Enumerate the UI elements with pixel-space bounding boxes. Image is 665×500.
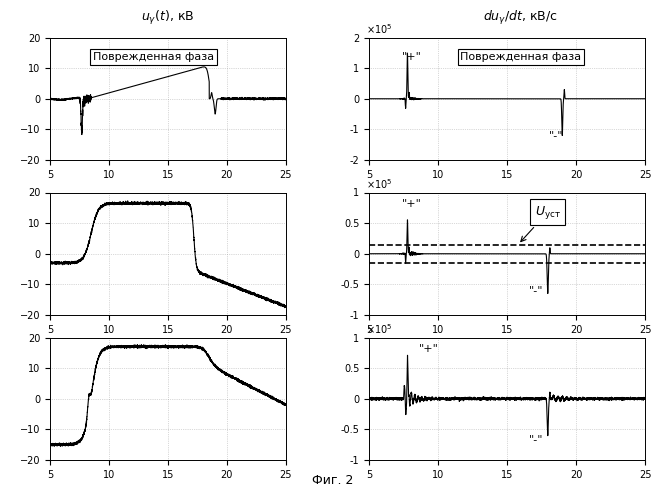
Text: $\times 10^5$: $\times 10^5$	[366, 322, 393, 336]
Text: "+": "+"	[419, 344, 439, 354]
Text: "-": "-"	[529, 285, 544, 295]
Text: $\times 10^5$: $\times 10^5$	[366, 22, 393, 36]
Text: Поврежденная фаза: Поврежденная фаза	[93, 52, 214, 62]
Text: $u_{\gamma}(t)$, кВ: $u_{\gamma}(t)$, кВ	[141, 10, 195, 28]
Text: $\times 10^5$: $\times 10^5$	[366, 178, 393, 192]
Text: Фиг. 2: Фиг. 2	[312, 474, 353, 488]
Text: "-": "-"	[529, 434, 544, 444]
Text: $U_{\rm уст}$: $U_{\rm уст}$	[521, 204, 561, 242]
Text: "+": "+"	[402, 199, 422, 209]
Text: "+": "+"	[402, 52, 422, 62]
Text: Поврежденная фаза: Поврежденная фаза	[460, 52, 581, 62]
Text: "-": "-"	[549, 130, 563, 140]
Text: $du_{\gamma}/dt$, кВ/с: $du_{\gamma}/dt$, кВ/с	[483, 10, 558, 28]
